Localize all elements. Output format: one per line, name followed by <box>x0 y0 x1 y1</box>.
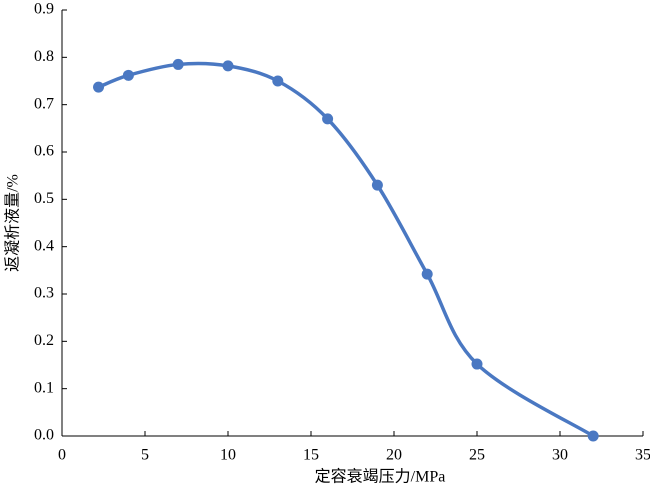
point <box>122 69 134 81</box>
y-tick-label: 0.9 <box>34 1 54 18</box>
point <box>471 358 483 370</box>
y-tick-label: 0.0 <box>34 427 54 444</box>
x-tick-label: 5 <box>141 447 149 464</box>
x-tick-label: 15 <box>303 447 319 464</box>
point <box>587 430 599 442</box>
point <box>222 60 234 72</box>
y-tick-label: 0.2 <box>34 332 54 349</box>
x-tick-label: 10 <box>220 447 236 464</box>
x-tick-label: 30 <box>552 447 568 464</box>
point <box>421 268 433 280</box>
y-tick-label: 0.5 <box>34 190 54 207</box>
point <box>322 113 334 125</box>
x-tick-label: 20 <box>386 447 402 464</box>
y-axis-label: 返凝析液量/% <box>4 174 22 272</box>
line <box>97 61 595 438</box>
x-axis-label: 定容衰竭压力/MPa <box>315 468 446 486</box>
y-tick-label: 0.8 <box>34 48 54 65</box>
x-tick-label: 0 <box>58 447 66 464</box>
x-tick-label: 35 <box>635 447 650 464</box>
point <box>272 75 284 87</box>
y-tick-label: 0.4 <box>34 237 54 254</box>
point <box>371 179 383 191</box>
y-tick-label: 0.6 <box>34 143 54 160</box>
x-tick-label: 25 <box>469 447 485 464</box>
y-tick-label: 0.3 <box>34 285 54 302</box>
point <box>93 81 105 93</box>
point <box>172 58 184 70</box>
y-tick-label: 0.1 <box>34 379 54 396</box>
y-tick-label: 0.7 <box>34 95 54 112</box>
